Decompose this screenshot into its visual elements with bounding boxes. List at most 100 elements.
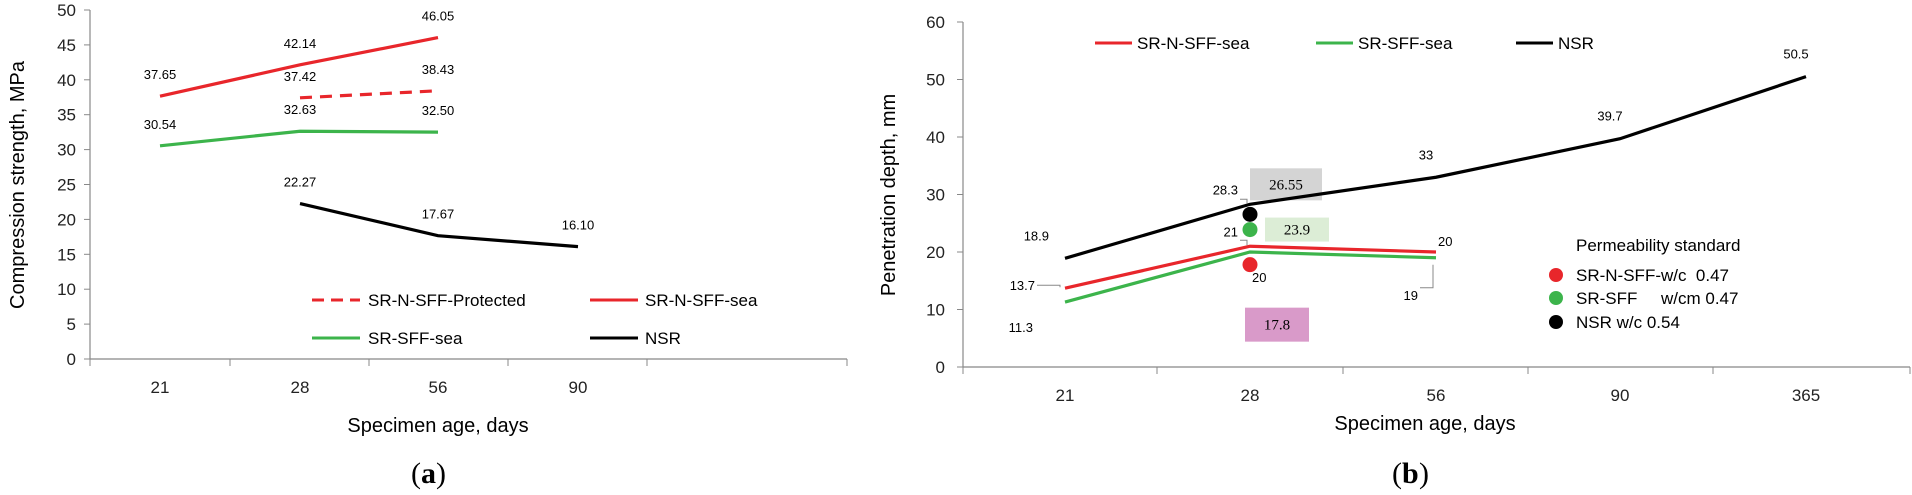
permeability-standard-legend: Permeability standard SR-N-SFF-w/c 0.47 … [1549,236,1740,332]
chart-a-y-ticks: 0 5 10 15 20 25 30 35 40 45 50 [57,1,90,369]
leader-line [1420,264,1434,289]
chart-b-x-axis-title: Specimen age, days [1334,413,1515,435]
series-line-b-nsr [1064,75,1807,260]
data-label-b-sr-n-sff-sea: 13.7 [1010,278,1035,293]
legend-marker-sr-n-sff-wc [1549,268,1563,282]
chart-b-x-tick-label: 28 [1241,386,1260,405]
series-line-b-sr-n-sff-sea [1064,244,1437,290]
chart-b-standard-points [1242,206,1258,273]
chart-a-y-tick-label: 0 [67,350,76,369]
data-label-sr-sff-sea: 32.63 [284,102,317,117]
chart-a-y-tick-label: 45 [57,36,76,55]
data-label-sr-n-sff-protected: 37.42 [284,69,317,84]
data-label-sr-sff-sea: 32.50 [422,103,455,118]
chart-a-data-labels: 37.42 38.43 37.65 42.14 46.05 30.54 32.63 32.50… [144,9,595,233]
data-label-sr-n-sff-sea: 37.65 [144,67,177,82]
chart-b-x-tick-label: 56 [1427,386,1446,405]
chart-b-y-tick-label: 30 [926,186,945,205]
standard-point-sr-sff-w-cm-0-47 [1242,222,1258,238]
svg-text:(: ( [411,457,421,490]
data-label-sr-n-sff-protected: 38.43 [422,62,455,77]
data-label-b-nsr: 39.7 [1597,109,1622,124]
legend-label-b-sr-sff-sea: SR-SFF-sea [1358,34,1453,53]
legend-label-nsr: NSR [645,329,681,348]
leader-line [1240,198,1248,204]
data-label-b-sr-sff-sea: 11.3 [1009,320,1033,335]
legend-marker-sr-sff-wcm [1549,291,1563,305]
data-label-b-nsr: 33 [1419,147,1433,162]
chart-a-x-tick-label: 21 [151,378,170,397]
data-label-b-nsr: 28.3 [1213,182,1238,197]
chart-b-y-tick-label: 0 [936,358,945,377]
permeability-standard-title: Permeability standard [1576,236,1740,255]
chart-b-x-tick-label: 90 [1611,386,1630,405]
legend-label-sr-n-sff-protected: SR-N-SFF-Protected [368,291,526,310]
chart-b-x-tick-label: 21 [1056,386,1075,405]
chart-b-panel-label: b [1402,457,1419,490]
chart-a-y-tick-label: 20 [57,210,76,229]
chart-a-x-tick-label: 56 [429,378,448,397]
chart-a-caption: ( a ) [411,457,446,490]
legend-label-sr-n-sff-sea: SR-N-SFF-sea [645,291,758,310]
data-label-sr-sff-sea: 30.54 [144,117,177,132]
chart-a-x-tick-label: 90 [569,378,588,397]
legend-label-sr-sff-sea: SR-SFF-sea [368,329,463,348]
leader-line [1240,239,1248,246]
chart-b-y-ticks: 0 10 20 30 40 50 60 [926,13,963,377]
standard-point-sr-n-sff-w-c-0-47 [1242,257,1258,273]
standard-point-nsr-w-c-0-54 [1242,206,1258,222]
standard-box-label-sr-sff-w-cm-0-47: 23.9 [1284,223,1310,239]
chart-a-x-tick-label: 28 [291,378,310,397]
series-line-nsr [299,201,579,249]
chart-b-caption: ( b ) [1392,457,1429,490]
data-label-b-nsr: 18.9 [1024,228,1049,243]
standard-box-sr-sff-w-cm-0-47 [1265,217,1329,242]
data-label-b-nsr: 50.5 [1783,47,1808,62]
chart-a-y-tick-label: 50 [57,1,76,20]
series-line-sr-sff-sea [159,129,439,148]
chart-b-series [1064,75,1807,304]
legend-label-sr-sff-wcm: SR-SFF w/cm 0.47 [1576,289,1738,308]
chart-b-y-axis-title: Penetration depth, mm [878,94,900,296]
data-label-b-sr-sff-sea: 20 [1252,270,1266,285]
chart-a-y-axis-title: Compression strength, MPa [7,60,29,309]
chart-a-y-tick-label: 25 [57,176,76,195]
legend-label-b-sr-n-sff-sea: SR-N-SFF-sea [1137,34,1250,53]
chart-a-y-tick-label: 15 [57,245,76,264]
chart-a-y-tick-label: 40 [57,71,76,90]
leader-line [1037,284,1061,288]
data-label-sr-n-sff-sea: 42.14 [284,36,317,51]
chart-a-x-axis-title: Specimen age, days [347,415,528,437]
series-line-sr-n-sff-protected [299,89,439,100]
data-label-nsr: 17.67 [422,207,455,222]
svg-text:): ) [1419,457,1429,490]
legend-marker-nsr-wc [1549,315,1563,329]
chart-b-y-tick-label: 60 [926,13,945,32]
standard-box-sr-n-sff-w-c-0-47 [1245,307,1309,342]
chart-b-y-tick-label: 40 [926,128,945,147]
legend-label-sr-n-sff-wc: SR-N-SFF-w/c 0.47 [1576,266,1729,285]
series-line-sr-n-sff-sea [159,36,439,98]
chart-a: 0 5 10 15 20 25 30 35 40 45 50 21 28 56 90 37.42 38.43… [7,1,848,490]
chart-a-y-tick-label: 10 [57,280,76,299]
chart-a-y-tick-label: 5 [67,315,76,334]
chart-a-legend: SR-N-SFF-Protected SR-N-SFF-sea SR-SFF-s… [312,291,758,348]
svg-text:(: ( [1392,457,1402,490]
legend-label-b-nsr: NSR [1558,34,1594,53]
chart-b-y-tick-label: 50 [926,71,945,90]
series-line-b-sr-sff-sea [1064,250,1437,304]
chart-a-x-ticks: 21 28 56 90 [89,359,848,397]
data-label-b-sr-sff-sea: 19 [1404,288,1418,303]
standard-box-label-nsr-w-c-0-54: 26.55 [1269,177,1303,193]
chart-b-data-labels: 13.7 21 20 11.3 20 19 18.9 28.3 33 39.7 50.5 [1009,47,1809,335]
legend-label-nsr-wc: NSR w/c 0.54 [1576,313,1680,332]
data-label-sr-n-sff-sea: 46.05 [422,9,455,24]
chart-b-x-tick-label: 365 [1792,386,1820,405]
svg-text:): ) [436,457,446,490]
chart-b-y-tick-label: 10 [926,301,945,320]
chart-a-y-tick-label: 30 [57,141,76,160]
chart-b-y-tick-label: 20 [926,243,945,262]
data-label-b-sr-n-sff-sea: 20 [1438,234,1452,249]
data-label-nsr: 16.10 [562,218,595,233]
